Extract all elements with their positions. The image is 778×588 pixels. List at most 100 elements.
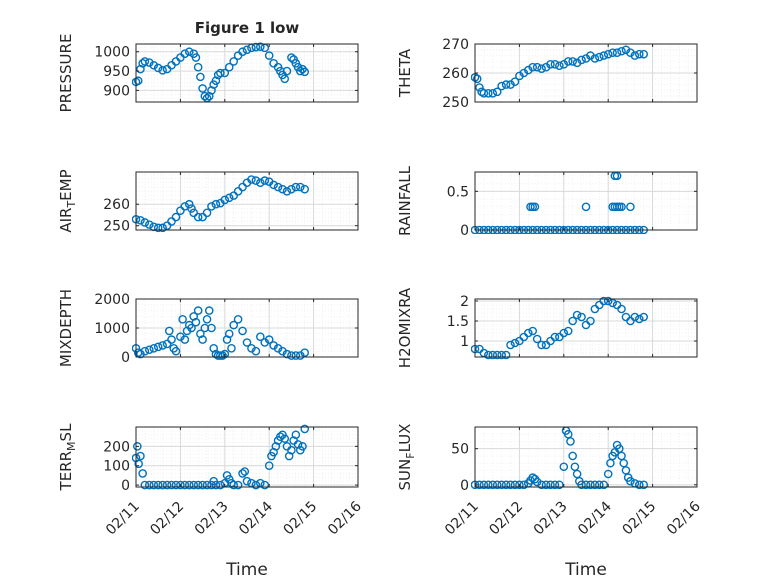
ticks (135, 427, 359, 487)
data-point (216, 68, 225, 78)
axes-air-temp: 250 260 AIRTEMP (57, 169, 359, 235)
data-point (530, 202, 540, 212)
data-point (546, 480, 555, 490)
data-point (207, 323, 216, 333)
figure-title: Figure 1 low (195, 19, 300, 37)
data-point (630, 312, 640, 322)
x-axis-label: Time (564, 560, 607, 580)
x-tick-label: 02/15 (620, 499, 660, 539)
data-point (140, 57, 150, 66)
x-tick-label: 02/13 (531, 499, 571, 539)
data-point (189, 480, 199, 490)
y-tick-label: 1000 (94, 321, 130, 337)
data-point (599, 296, 609, 306)
data-point (599, 480, 609, 490)
data-point (193, 480, 203, 490)
y-tick-label: 900 (103, 83, 130, 99)
data-point (595, 52, 604, 62)
data-point (171, 346, 181, 356)
data-point (202, 314, 212, 324)
y-axis-label: AIRTEMP (57, 169, 78, 232)
data-point (162, 339, 172, 349)
data-point (603, 296, 613, 306)
data-point (171, 480, 181, 490)
data-point (269, 180, 278, 190)
data-point (472, 74, 482, 84)
data-point (630, 51, 640, 60)
data-point (568, 451, 577, 461)
x-tick-label: 02/14 (575, 498, 615, 538)
data-point (280, 434, 290, 443)
data-point (247, 175, 256, 184)
data-point (300, 424, 310, 434)
data-point (260, 176, 270, 185)
data-point (187, 323, 196, 333)
y-tick-label: 0 (460, 223, 469, 239)
data-point (153, 342, 163, 352)
data-point (300, 184, 310, 194)
data-point (568, 57, 577, 66)
axes-terr-msl: 0 100 200 02/11 02/12 02/13 02/14 02/15 02/16 Tim… (57, 423, 365, 580)
data-point (559, 462, 569, 472)
x-tick-label: 02/16 (664, 498, 704, 538)
data-point (180, 49, 190, 58)
x-tick-label: 02/12 (486, 499, 526, 539)
data-point (608, 48, 617, 58)
data-point (193, 306, 203, 315)
data-point (568, 316, 577, 326)
data-point (634, 480, 644, 490)
data-point (136, 451, 145, 461)
data-point (506, 480, 515, 490)
data-point (184, 199, 194, 209)
data-point (145, 480, 154, 490)
data-point (187, 204, 196, 213)
plot-area (475, 427, 697, 487)
data-point (180, 335, 190, 344)
data-point (488, 350, 498, 360)
data-point (184, 480, 194, 490)
y-axis-label: THETA (396, 48, 414, 98)
y-tick-label: 2 (460, 294, 469, 310)
data-point (238, 326, 247, 336)
data-point (595, 480, 604, 490)
data-point (251, 176, 261, 185)
data-point (145, 58, 154, 67)
data-point (211, 480, 221, 490)
data-point (603, 49, 613, 59)
axes-theta: 250 260 270 THETA (396, 37, 698, 111)
data-point (275, 432, 285, 441)
data-point (287, 53, 296, 62)
data-point (537, 340, 546, 350)
data-point (260, 480, 270, 490)
data-series (132, 42, 310, 103)
data-point (198, 480, 207, 490)
data-point (492, 350, 502, 360)
y-tick-label: 200 (103, 439, 130, 455)
data-point (264, 51, 274, 60)
data-point (479, 89, 489, 98)
data-point (167, 217, 176, 226)
data-point (238, 182, 247, 192)
data-point (506, 340, 515, 350)
data-point (484, 350, 493, 360)
data-point (158, 223, 167, 233)
axes-sun-flux: 0 50 02/11 02/12 02/13 02/14 02/15 02/16 Time SUN… (396, 424, 704, 580)
x-tick-label: 02/14 (236, 498, 276, 538)
data-point (300, 348, 310, 357)
data-point (546, 60, 555, 69)
data-point (550, 480, 560, 490)
data-point (528, 326, 538, 336)
data-point (140, 218, 150, 227)
data-point (626, 202, 635, 212)
y-tick-label: 0 (121, 350, 130, 366)
data-point (136, 216, 145, 225)
data-series (132, 306, 310, 360)
ticks (474, 172, 698, 231)
axes-box (135, 426, 359, 488)
data-point (167, 335, 176, 344)
data-point (240, 467, 250, 476)
data-point (501, 480, 511, 490)
data-point (162, 480, 172, 490)
data-point (220, 68, 230, 78)
